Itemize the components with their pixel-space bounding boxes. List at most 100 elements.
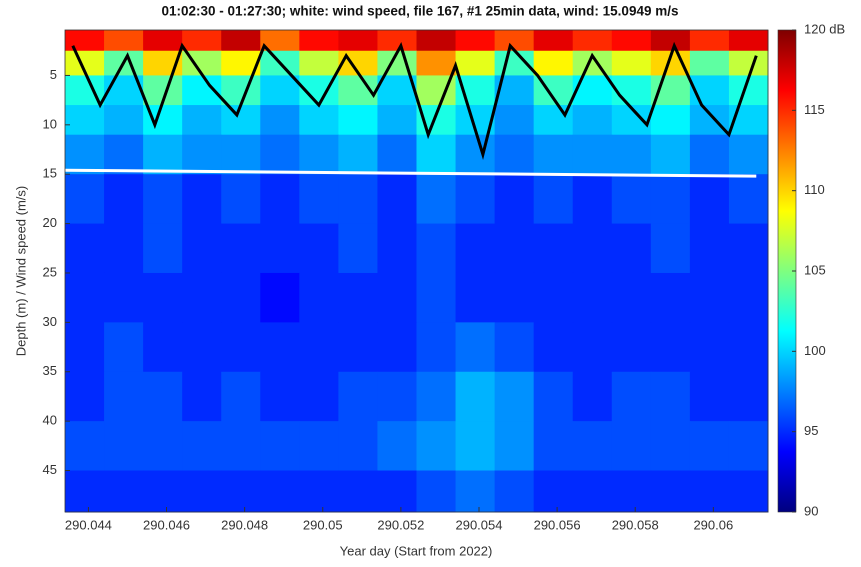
heatmap-cell: [650, 30, 691, 52]
heatmap-cell: [377, 470, 417, 513]
heatmap-cell: [533, 272, 574, 323]
y-tick-label: 20: [43, 215, 57, 230]
heatmap-cell: [455, 223, 496, 274]
heatmap-cell: [299, 470, 339, 513]
y-tick-label: 35: [43, 363, 57, 378]
heatmap-cell: [143, 174, 183, 225]
heatmap-cell: [260, 470, 300, 513]
heatmap-cell: [533, 134, 574, 175]
heatmap-cell: [182, 174, 222, 225]
heatmap-cell: [299, 421, 339, 472]
heatmap-cell: [143, 470, 183, 513]
heatmap-cell: [689, 30, 730, 52]
heatmap-cell: [689, 470, 730, 513]
heatmap-cell: [338, 470, 378, 513]
heatmap-cell: [689, 134, 730, 175]
heatmap-cell: [611, 50, 652, 76]
heatmap-cell: [689, 322, 730, 373]
heatmap-cell: [533, 470, 574, 513]
heatmap-cell: [416, 50, 457, 76]
heatmap-cell: [611, 470, 652, 513]
heatmap-cell: [299, 105, 339, 136]
heatmap-cell: [104, 174, 144, 225]
heatmap-cell: [689, 174, 730, 225]
line: [71, 41, 758, 161]
heatmap-cell: [533, 223, 574, 274]
heatmap-cell: [182, 322, 222, 373]
y-tick-label: 30: [43, 314, 57, 329]
y-tick-label: 40: [43, 413, 57, 428]
heatmap-cell: [65, 105, 105, 136]
heatmap-cell: [299, 272, 339, 323]
heatmap-cell: [182, 223, 222, 274]
heatmap-cell: [455, 322, 496, 373]
x-tick-label: 290.052: [377, 517, 424, 532]
heatmap-cell: [416, 30, 457, 52]
heatmap-cell: [650, 223, 691, 274]
heatmap-cell: [299, 30, 339, 52]
heatmap-cell: [143, 134, 183, 175]
heatmap-cell: [650, 75, 691, 106]
heatmap-cell: [260, 272, 300, 323]
y-tick-label: 25: [43, 264, 57, 279]
heatmap-cell: [143, 223, 183, 274]
x-axis-label: Year day (Start from 2022): [340, 543, 493, 558]
heatmap-cell: [728, 421, 769, 472]
heatmap-cell: [299, 50, 339, 76]
heatmap-cell: [65, 470, 105, 513]
heatmap-cell: [338, 223, 378, 274]
heatmap-cell: [104, 134, 144, 175]
heatmap-cell: [533, 174, 574, 225]
heatmap-cell: [494, 322, 535, 373]
heatmap-cell: [260, 322, 300, 373]
heatmap-cell: [104, 223, 144, 274]
heatmap-cell: [377, 272, 417, 323]
x-tick-label: 290.048: [221, 517, 268, 532]
heatmap-cell: [728, 322, 769, 373]
heatmap-cell: [377, 105, 417, 136]
heatmap-cell: [689, 371, 730, 422]
heatmap-cell: [650, 174, 691, 225]
heatmap-cell: [689, 50, 730, 76]
heatmap-cell: [143, 272, 183, 323]
heatmap-cell: [611, 272, 652, 323]
heatmap-cell: [338, 30, 378, 52]
heatmap-cell: [377, 134, 417, 175]
heatmap-cell: [299, 134, 339, 175]
heatmap-cell: [299, 174, 339, 225]
heatmap-cell: [572, 174, 613, 225]
heatmap-cell: [455, 371, 496, 422]
heatmap-cell: [65, 421, 105, 472]
x-tick-label: 290.056: [534, 517, 581, 532]
heatmap-cell: [689, 223, 730, 274]
heatmap-cell: [728, 134, 769, 175]
colorbar-tick-label: 105: [804, 262, 826, 277]
heatmap-cell: [728, 30, 769, 52]
heatmap-cell: [377, 30, 417, 52]
heatmap-cell: [221, 371, 261, 422]
heatmap-cell: [416, 371, 457, 422]
colorbar-tick-label: 120 dB: [804, 21, 845, 36]
heatmap-cell: [104, 322, 144, 373]
heatmap-cell: [494, 272, 535, 323]
heatmap-cell: [299, 371, 339, 422]
heatmap-cell: [143, 371, 183, 422]
heatmap-cell: [416, 470, 457, 513]
heatmap-cell: [65, 322, 105, 373]
heatmap-cell: [221, 105, 261, 136]
heatmap-cell: [455, 470, 496, 513]
heatmap-cell: [416, 134, 457, 175]
heatmap-cell: [299, 223, 339, 274]
heatmap-cell: [611, 322, 652, 373]
heatmap-cell: [338, 272, 378, 323]
heatmap-cell: [494, 30, 535, 52]
heatmap-cell: [65, 134, 105, 175]
heatmap-cell: [611, 223, 652, 274]
colorbar-tick-label: 90: [804, 503, 818, 518]
heatmap-cell: [572, 75, 613, 106]
heatmap-cell: [728, 272, 769, 323]
heatmap-cell: [104, 105, 144, 136]
heatmap-cell: [104, 30, 144, 52]
heatmap-cell: [611, 75, 652, 106]
y-tick-label: 10: [43, 116, 57, 131]
